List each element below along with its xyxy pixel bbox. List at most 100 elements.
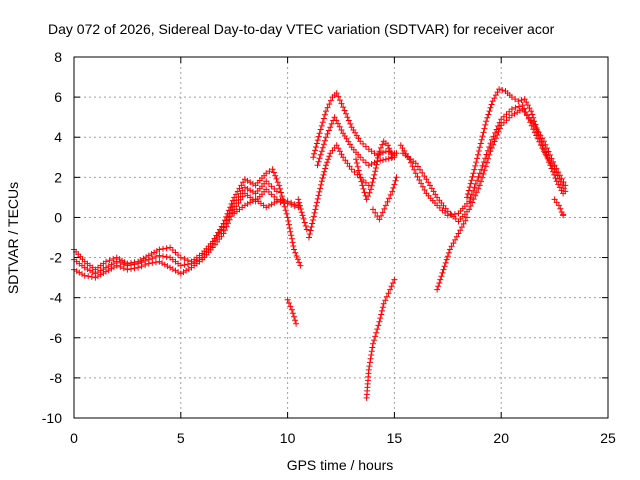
data-point [366, 189, 373, 196]
data-point [547, 152, 553, 158]
data-point [373, 329, 380, 336]
data-point [547, 162, 554, 169]
data-point [359, 182, 366, 189]
data-point [476, 144, 483, 151]
data-point [370, 175, 377, 182]
data-point [371, 171, 378, 178]
data-point [472, 192, 479, 199]
data-point [385, 155, 392, 162]
x-tick-label: 10 [280, 430, 296, 446]
data-point [391, 181, 398, 188]
data-point [479, 162, 486, 169]
data-point [152, 259, 159, 266]
data-point [291, 246, 297, 253]
data-point [416, 177, 423, 183]
data-point [440, 266, 447, 273]
data-point [365, 366, 372, 373]
data-point [238, 182, 245, 189]
data-point [273, 198, 280, 205]
data-point [495, 128, 502, 135]
data-point [181, 261, 188, 268]
data-point [414, 163, 421, 170]
data-point [484, 159, 490, 166]
data-point [214, 234, 221, 241]
data-point [462, 217, 469, 224]
data-point [483, 118, 490, 125]
series-track-m [397, 102, 569, 219]
data-point [556, 172, 563, 179]
data-point [298, 209, 305, 216]
data-point [385, 142, 391, 149]
data-point [163, 253, 170, 260]
data-point [239, 187, 246, 194]
data-point [529, 111, 536, 118]
data-point [145, 256, 152, 263]
data-point [446, 246, 453, 253]
data-point [303, 226, 310, 233]
series-track-o [464, 86, 567, 201]
data-point [323, 162, 329, 169]
data-point [380, 157, 386, 163]
data-point [464, 214, 470, 221]
data-point [492, 135, 499, 142]
data-point [327, 97, 334, 104]
data-point [542, 149, 549, 156]
data-point [421, 187, 428, 193]
y-tick-label: 8 [54, 49, 62, 65]
data-point [135, 260, 142, 267]
series-track-f [295, 196, 310, 233]
data-point [313, 144, 319, 150]
data-point [368, 352, 375, 358]
data-point [357, 138, 364, 145]
data-point [374, 152, 381, 159]
data-point [555, 202, 562, 209]
data-point [327, 124, 334, 131]
data-point [159, 260, 166, 267]
data-point [370, 340, 376, 347]
data-point [263, 170, 270, 177]
x-tick-label: 15 [387, 430, 403, 446]
data-point [319, 144, 326, 151]
data-point [310, 217, 316, 223]
data-point [515, 98, 522, 105]
data-point [88, 273, 95, 280]
data-point [538, 139, 545, 145]
data-point [274, 179, 281, 186]
data-point [365, 193, 372, 200]
data-point [318, 122, 325, 129]
data-point [374, 158, 381, 165]
data-point [518, 97, 525, 104]
data-point [466, 198, 473, 205]
data-point [469, 199, 476, 206]
data-point [388, 151, 395, 158]
data-point [328, 120, 335, 127]
data-point [434, 286, 441, 293]
data-point [297, 262, 304, 269]
data-point [286, 221, 292, 228]
x-tick-label: 20 [493, 430, 509, 446]
data-point [539, 142, 546, 149]
data-point [464, 191, 471, 197]
data-point [383, 293, 390, 300]
data-point [387, 191, 394, 198]
data-point [558, 175, 565, 182]
data-point [281, 199, 287, 206]
data-point [512, 96, 519, 103]
data-point [367, 355, 374, 362]
data-point [376, 216, 383, 223]
data-point [265, 202, 272, 209]
data-point [435, 283, 442, 290]
data-point [333, 117, 340, 124]
data-point [314, 137, 321, 144]
data-point [479, 133, 486, 140]
data-point [473, 159, 480, 166]
data-point [388, 283, 395, 290]
data-point [363, 196, 370, 203]
data-point [313, 140, 320, 147]
data-point [453, 233, 460, 240]
data-point [293, 253, 300, 259]
data-point [335, 120, 341, 127]
data-point [372, 168, 379, 175]
data-point [325, 156, 332, 163]
data-point [291, 313, 297, 320]
